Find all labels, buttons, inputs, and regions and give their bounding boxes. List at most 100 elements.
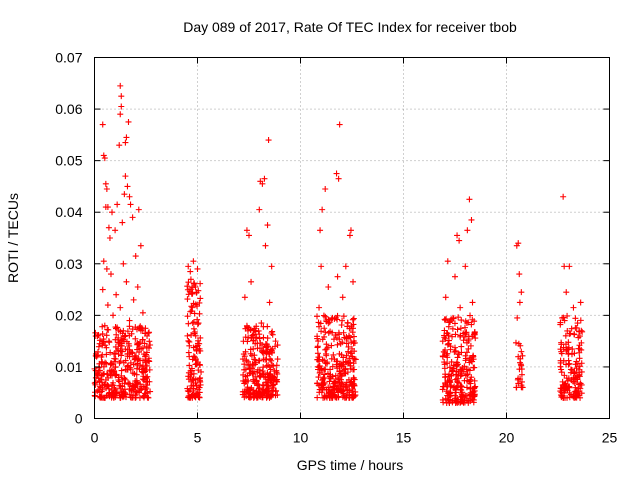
data-point-marker bbox=[114, 201, 121, 208]
data-point-marker bbox=[194, 342, 201, 349]
data-point-marker bbox=[347, 227, 354, 234]
data-point-marker bbox=[338, 387, 345, 394]
data-point-marker bbox=[118, 352, 125, 359]
data-point-marker bbox=[352, 356, 359, 363]
data-point-marker bbox=[326, 319, 333, 326]
y-axis-label: ROTI / TECUs bbox=[5, 193, 21, 283]
data-point-marker bbox=[198, 368, 205, 375]
data-point-marker bbox=[253, 392, 260, 399]
data-point-marker bbox=[342, 263, 349, 270]
data-point-marker bbox=[470, 389, 477, 396]
data-point-marker bbox=[186, 342, 193, 349]
data-point-marker bbox=[190, 344, 197, 351]
data-point-marker bbox=[565, 344, 572, 351]
data-point-marker bbox=[108, 368, 115, 375]
data-point-marker bbox=[320, 394, 327, 401]
grid-lines bbox=[94, 57, 610, 419]
data-point-marker bbox=[451, 384, 458, 391]
data-point-marker bbox=[344, 386, 351, 393]
data-point-marker bbox=[102, 180, 109, 187]
data-point-marker bbox=[439, 353, 446, 360]
data-point-marker bbox=[259, 180, 266, 187]
data-point-marker bbox=[103, 265, 110, 272]
data-point-marker bbox=[110, 312, 117, 319]
data-point-marker bbox=[130, 296, 137, 303]
data-point-marker bbox=[95, 331, 102, 338]
data-point-marker bbox=[455, 351, 462, 358]
data-point-marker bbox=[315, 366, 322, 373]
data-point-marker bbox=[444, 354, 451, 361]
data-point-marker bbox=[572, 315, 579, 322]
data-point-marker bbox=[558, 366, 565, 373]
data-point-marker bbox=[267, 377, 274, 384]
data-point-marker bbox=[133, 365, 140, 372]
data-point-marker bbox=[188, 367, 195, 374]
data-point-marker bbox=[571, 331, 578, 338]
data-point-marker bbox=[190, 258, 197, 265]
data-point-marker bbox=[446, 319, 453, 326]
data-point-marker bbox=[133, 326, 140, 333]
y-tick-label: 0.01 bbox=[55, 359, 82, 375]
data-point-marker bbox=[187, 276, 194, 283]
data-point-marker bbox=[469, 333, 476, 340]
data-point-marker bbox=[251, 327, 258, 334]
data-point-marker bbox=[269, 382, 276, 389]
data-point-marker bbox=[346, 355, 353, 362]
data-point-marker bbox=[572, 374, 579, 381]
data-point-marker bbox=[125, 118, 132, 125]
data-point-marker bbox=[113, 331, 120, 338]
data-point-marker bbox=[578, 390, 585, 397]
data-point-marker bbox=[516, 299, 523, 306]
data-point-marker bbox=[461, 333, 468, 340]
data-point-marker bbox=[274, 356, 281, 363]
data-point-marker bbox=[350, 278, 357, 285]
data-point-marker bbox=[453, 398, 460, 405]
y-tick-label: 0.05 bbox=[55, 153, 82, 169]
data-point-marker bbox=[518, 366, 525, 373]
data-point-marker bbox=[577, 394, 584, 401]
data-point-marker bbox=[268, 387, 275, 394]
data-point-marker bbox=[576, 345, 583, 352]
data-point-marker bbox=[316, 304, 323, 311]
data-point-marker bbox=[192, 283, 199, 290]
data-point-marker bbox=[250, 345, 257, 352]
data-point-marker bbox=[272, 338, 279, 345]
data-point-marker bbox=[470, 356, 477, 363]
data-point-marker bbox=[253, 334, 260, 341]
data-point-marker bbox=[250, 362, 257, 369]
data-point-marker bbox=[269, 348, 276, 355]
data-point-marker bbox=[92, 379, 99, 386]
data-point-marker bbox=[314, 394, 321, 401]
data-point-marker bbox=[184, 283, 191, 290]
data-point-marker bbox=[184, 296, 191, 303]
data-point-marker bbox=[100, 152, 107, 159]
data-point-marker bbox=[184, 332, 191, 339]
data-point-marker bbox=[451, 344, 458, 351]
data-point-marker bbox=[196, 375, 203, 382]
data-point-marker bbox=[450, 368, 457, 375]
data-point-marker bbox=[272, 388, 279, 395]
data-point-marker bbox=[263, 394, 270, 401]
data-point-marker bbox=[118, 93, 125, 100]
data-point-marker bbox=[139, 309, 146, 316]
data-point-marker bbox=[128, 387, 135, 394]
data-point-marker bbox=[323, 351, 330, 358]
data-point-marker bbox=[107, 271, 114, 278]
data-point-marker bbox=[117, 304, 124, 311]
data-point-marker bbox=[107, 361, 114, 368]
data-point-marker bbox=[349, 316, 356, 323]
data-point-marker bbox=[323, 393, 330, 400]
data-point-marker bbox=[576, 363, 583, 370]
data-point-marker bbox=[194, 391, 201, 398]
data-point-marker bbox=[112, 363, 119, 370]
data-point-marker bbox=[518, 289, 525, 296]
data-point-marker bbox=[320, 312, 327, 319]
data-point-marker bbox=[99, 286, 106, 293]
data-point-marker bbox=[195, 320, 202, 327]
data-point-marker bbox=[124, 183, 131, 190]
data-point-marker bbox=[185, 337, 192, 344]
data-point-marker bbox=[560, 394, 567, 401]
data-point-marker bbox=[269, 331, 276, 338]
data-point-marker bbox=[102, 376, 109, 383]
data-point-marker bbox=[196, 345, 203, 352]
